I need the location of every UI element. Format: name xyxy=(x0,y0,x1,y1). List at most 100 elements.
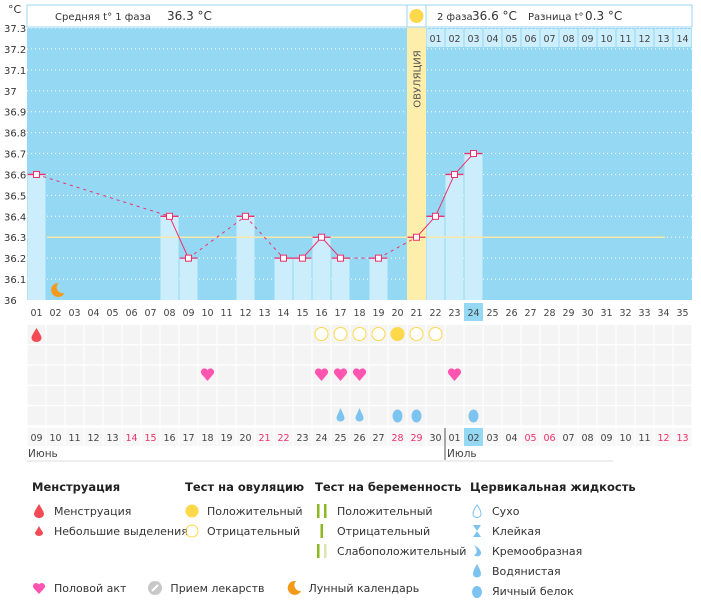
temperature-line-segment xyxy=(435,174,455,217)
grid-cell xyxy=(46,325,65,344)
negative-circle-icon xyxy=(185,524,199,538)
sun-icon xyxy=(409,9,424,23)
grid-cell xyxy=(65,365,84,385)
cycle-day-label: 04 xyxy=(87,308,99,319)
date-label: 15 xyxy=(144,433,156,444)
grid-cell xyxy=(255,385,274,405)
grid-cell xyxy=(464,345,483,365)
heart-icon xyxy=(352,368,367,381)
phase2-day-cell xyxy=(616,29,635,47)
grid-cell xyxy=(502,345,521,365)
unit-label: °C xyxy=(8,3,22,16)
menstruation-drop-icon xyxy=(31,328,42,342)
grid-cell xyxy=(274,325,293,344)
grid-cell xyxy=(597,406,616,426)
cycle-day-label: 22 xyxy=(429,308,441,319)
date-label: 10 xyxy=(49,433,61,444)
grid-cell xyxy=(540,406,559,426)
date-label: 24 xyxy=(315,433,327,444)
date-cell xyxy=(654,428,673,446)
y-tick-label: 36.4 xyxy=(4,212,26,223)
date-label: 28 xyxy=(391,433,403,444)
date-cell xyxy=(597,428,616,446)
temperature-bar xyxy=(407,237,426,300)
grid-cell xyxy=(350,385,369,405)
date-label: 12 xyxy=(87,433,99,444)
negative-test-icon xyxy=(428,327,443,341)
date-cell xyxy=(179,428,198,446)
month-label: Июль xyxy=(447,448,477,460)
temperature-point xyxy=(185,254,192,262)
legend-cervical-fluid: Цервикальная жидкость Сухо Клейкая Кремо… xyxy=(470,480,636,601)
y-tick-label: 36.7 xyxy=(4,150,26,161)
phase2-day-cell xyxy=(559,29,578,47)
cycle-day-label: 12 xyxy=(239,308,251,319)
legend-item: Положительный xyxy=(337,504,433,518)
temperature-point xyxy=(299,254,306,262)
grid-cell xyxy=(388,385,407,405)
grid-cell xyxy=(673,385,692,405)
grid-cell xyxy=(502,325,521,344)
y-tick-label: 37.3 xyxy=(4,24,26,35)
grid-cell xyxy=(179,406,198,426)
grid-cell xyxy=(293,345,312,365)
date-label: 11 xyxy=(638,433,650,444)
grid-cell xyxy=(217,385,236,405)
grid-cell xyxy=(122,365,141,385)
phase2-day-label: 09 xyxy=(581,34,593,45)
grid-cell xyxy=(122,325,141,344)
grid-cell xyxy=(160,345,179,365)
grid-cell xyxy=(103,365,122,385)
date-cell xyxy=(160,428,179,446)
grid-cell xyxy=(616,325,635,344)
grid-cell xyxy=(179,345,198,365)
grid-cell xyxy=(559,345,578,365)
date-cell xyxy=(122,428,141,446)
grid-cell xyxy=(179,365,198,385)
pill-icon xyxy=(148,581,163,595)
grid-cell xyxy=(597,325,616,344)
drop-icon xyxy=(32,504,46,518)
grid-cell xyxy=(65,345,84,365)
date-label: 21 xyxy=(258,433,270,444)
grid-cell xyxy=(426,345,445,365)
temperature-bar xyxy=(312,237,331,300)
grid-cell xyxy=(407,365,426,385)
grid-cell xyxy=(255,325,274,344)
date-cell xyxy=(103,428,122,446)
grid-cell xyxy=(673,345,692,365)
phase2-day-label: 12 xyxy=(638,34,650,45)
y-tick-label: 37.2 xyxy=(4,45,26,56)
phase2-day-label: 02 xyxy=(448,34,460,45)
cycle-day-label: 02 xyxy=(49,308,61,319)
negative-test-icon xyxy=(352,327,367,341)
grid-cell xyxy=(255,345,274,365)
grid-cell xyxy=(217,365,236,385)
grid-cell xyxy=(597,365,616,385)
date-label: 03 xyxy=(486,433,498,444)
date-label: 27 xyxy=(372,433,384,444)
legend-title: Цервикальная жидкость xyxy=(470,480,636,494)
date-label: 12 xyxy=(657,433,669,444)
legend-title: Менструация xyxy=(32,480,121,494)
temperature-bar xyxy=(27,174,46,300)
date-label: 09 xyxy=(600,433,612,444)
grid-cell xyxy=(502,406,521,426)
phase2-day-cell xyxy=(654,29,673,47)
grid-cell xyxy=(407,345,426,365)
date-cell xyxy=(274,428,293,446)
diff-label: Разница t° xyxy=(528,12,584,23)
date-cell xyxy=(616,428,635,446)
grid-cell xyxy=(521,406,540,426)
cycle-day-label: 32 xyxy=(619,308,631,319)
temperature-bar xyxy=(160,216,179,300)
grid-cell xyxy=(369,385,388,405)
grid-cell xyxy=(635,325,654,344)
temperature-point xyxy=(413,233,420,241)
grid-cell xyxy=(540,325,559,344)
egg-white-icon xyxy=(411,409,422,423)
temperature-point xyxy=(33,170,40,178)
grid-cell xyxy=(293,365,312,385)
legend-item: Положительный xyxy=(207,504,303,518)
creamy-icon xyxy=(470,544,484,558)
